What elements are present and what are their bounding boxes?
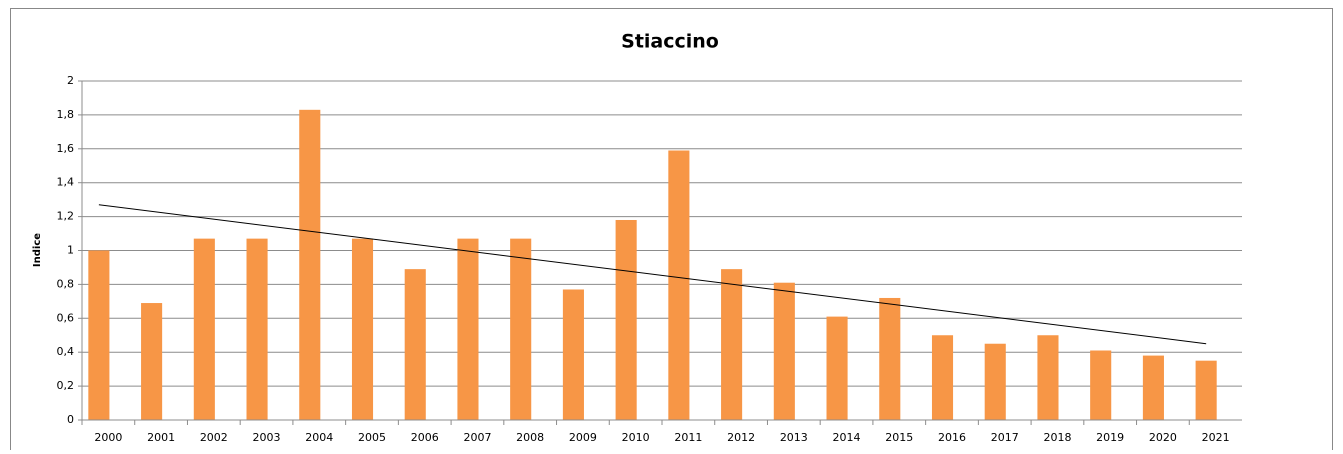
x-tick-label: 2018 bbox=[1043, 431, 1071, 444]
bar bbox=[193, 238, 215, 420]
y-tick-label: 0,8 bbox=[57, 277, 75, 290]
bar bbox=[457, 238, 479, 420]
y-tick-label: 1,2 bbox=[57, 210, 75, 223]
bar bbox=[879, 297, 901, 420]
x-tick-label: 2008 bbox=[516, 431, 544, 444]
x-tick-label: 2007 bbox=[463, 431, 491, 444]
bar bbox=[1037, 335, 1059, 420]
chart-title: Stiaccino bbox=[621, 31, 719, 53]
y-tick-label: 1,8 bbox=[57, 108, 75, 121]
bar bbox=[773, 282, 795, 420]
bar bbox=[826, 316, 848, 420]
x-tick-label: 2019 bbox=[1096, 431, 1124, 444]
y-axis-label: Indice bbox=[32, 233, 43, 267]
bar bbox=[351, 238, 374, 420]
bar bbox=[246, 238, 268, 420]
x-tick-label: 2000 bbox=[94, 431, 122, 444]
x-tick-label: 2009 bbox=[569, 431, 597, 444]
x-tick-label: 2011 bbox=[674, 431, 702, 444]
x-tick-label: 2016 bbox=[938, 431, 966, 444]
y-tick-label: 2 bbox=[67, 74, 74, 87]
x-tick-label: 2010 bbox=[622, 431, 650, 444]
trend-line bbox=[98, 204, 1207, 345]
x-tick-label: 2001 bbox=[147, 431, 175, 444]
bar bbox=[299, 109, 321, 420]
bar bbox=[510, 238, 532, 420]
x-tick-label: 2003 bbox=[253, 431, 281, 444]
y-tick-label: 0 bbox=[67, 413, 74, 426]
bar bbox=[404, 269, 426, 420]
x-tick-label: 2002 bbox=[200, 431, 228, 444]
x-tick-label: 2014 bbox=[833, 431, 861, 444]
y-tick-label: 1,4 bbox=[57, 176, 75, 189]
x-tick-label: 2020 bbox=[1149, 431, 1177, 444]
x-tick-label: 2015 bbox=[885, 431, 913, 444]
bar bbox=[668, 150, 690, 420]
bar bbox=[721, 269, 743, 420]
y-tick-label: 1,6 bbox=[57, 142, 75, 155]
x-tick-label: 2017 bbox=[991, 431, 1019, 444]
bar bbox=[931, 335, 954, 420]
x-tick-label: 2013 bbox=[780, 431, 808, 444]
bar bbox=[1142, 355, 1164, 420]
y-tick-label: 0,4 bbox=[57, 345, 75, 358]
bar bbox=[1090, 350, 1112, 420]
x-tick-label: 2004 bbox=[305, 431, 333, 444]
y-tick-label: 0,2 bbox=[57, 379, 75, 392]
y-tick-label: 1 bbox=[67, 244, 74, 257]
bar bbox=[141, 303, 163, 420]
x-tick-label: 2005 bbox=[358, 431, 386, 444]
bar bbox=[984, 343, 1006, 420]
bar bbox=[1195, 360, 1217, 420]
x-tick-label: 2021 bbox=[1202, 431, 1230, 444]
bar bbox=[615, 219, 637, 420]
x-tick-label: 2012 bbox=[727, 431, 755, 444]
y-tick-label: 0,6 bbox=[57, 311, 75, 324]
bar bbox=[562, 289, 584, 420]
bar bbox=[88, 250, 110, 420]
x-tick-label: 2006 bbox=[411, 431, 439, 444]
